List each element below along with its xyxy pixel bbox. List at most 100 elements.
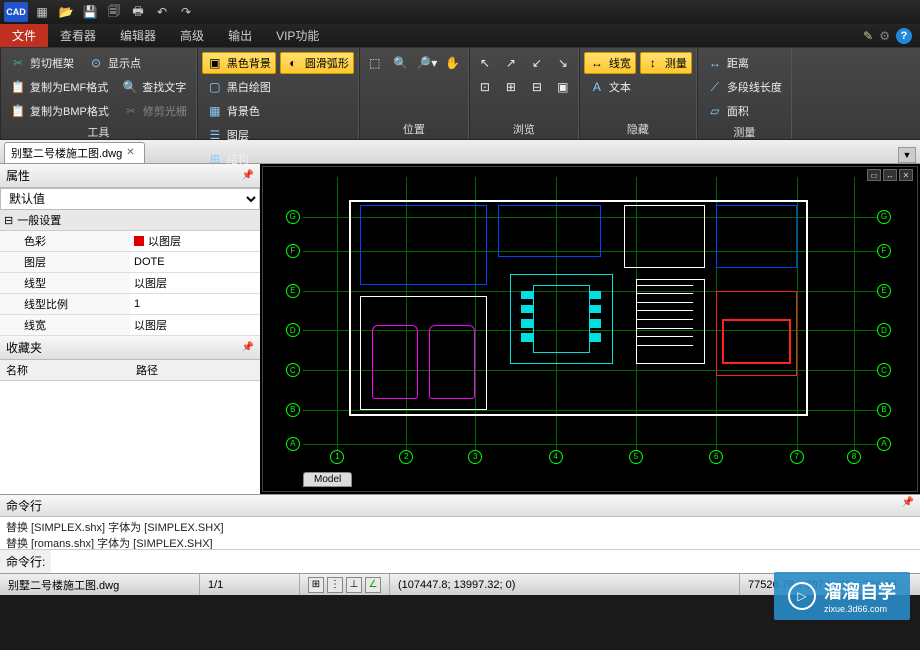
command-panel: 命令行 📌 替换 [SIMPLEX.shx] 字体为 [SIMPLEX.SHX]… (0, 494, 920, 573)
ribbon-button[interactable]: ◐圆滑弧形 (280, 52, 354, 74)
ribbon-button[interactable]: ▣黑色背景 (202, 52, 276, 74)
ribbon-button[interactable]: ▦背景色 (202, 100, 354, 122)
ribbon-button[interactable]: A文本 (584, 76, 692, 98)
new-icon[interactable]: ▦ (32, 2, 52, 22)
redo-icon[interactable]: ↷ (176, 2, 196, 22)
property-row[interactable]: 线型以图层 (0, 273, 260, 294)
favorites-title: 收藏夹 (6, 339, 42, 356)
ribbon-icon-button[interactable]: 🔎▾ (416, 52, 438, 74)
ribbon-button[interactable]: ⟋多段线长度 (702, 76, 787, 98)
document-tab-label: 别墅二号楼施工图.dwg (11, 145, 122, 161)
ribbon-icon-button[interactable]: ✋ (442, 52, 464, 74)
document-tab[interactable]: 别墅二号楼施工图.dwg ✕ (4, 142, 145, 163)
favorites-header: 收藏夹 📌 (0, 336, 260, 360)
snap-icon[interactable]: ∠ (365, 577, 381, 593)
menu-tab-1[interactable]: 查看器 (48, 24, 108, 47)
tabs-dropdown-icon[interactable]: ▼ (898, 147, 916, 163)
ribbon-button[interactable]: ▢黑白绘图 (202, 76, 354, 98)
menu-tab-0[interactable]: 文件 (0, 24, 48, 47)
snap-icon[interactable]: ⊥ (346, 577, 362, 593)
ribbon-group-label: 隐藏 (584, 119, 692, 139)
property-row[interactable]: 线型比例1 (0, 294, 260, 315)
status-snap: ⊞ ⋮ ⊥ ∠ (300, 574, 390, 595)
command-log: 替换 [SIMPLEX.shx] 字体为 [SIMPLEX.SHX]替换 [ro… (0, 517, 920, 549)
play-icon: ▷ (788, 582, 816, 610)
ribbon-icon-button[interactable]: ⬚ (364, 52, 386, 74)
ribbon-icon-button[interactable]: ↗ (500, 52, 522, 74)
canvas-btn-icon[interactable]: ↔ (883, 169, 897, 181)
favorites-panel: 名称 路径 (0, 360, 260, 494)
ribbon-group-label: 测量 (702, 122, 787, 142)
ribbon-button[interactable]: ☰图层 (202, 124, 354, 146)
canvas-btn-icon[interactable]: ✕ (899, 169, 913, 181)
ribbon-button[interactable]: 📋复制为BMP格式 (5, 100, 114, 122)
ribbon-button[interactable]: ↕测量 (640, 52, 692, 74)
ribbon-icon-button[interactable]: ↖ (474, 52, 496, 74)
ribbon-icon-button[interactable]: ⊡ (474, 76, 496, 98)
ribbon-button[interactable]: 📋复制为EMF格式 (5, 76, 113, 98)
ribbon-group-label: 浏览 (474, 119, 574, 139)
status-page: 1/1 (200, 574, 300, 595)
command-header: 命令行 📌 (0, 495, 920, 517)
properties-grid: ⊟ 一般设置 色彩以图层图层DOTE线型以图层线型比例1线宽以图层 (0, 210, 260, 336)
title-bar: CAD ▦ 📂 💾 🗐 🖶 ↶ ↷ (0, 0, 920, 24)
drawing-canvas[interactable]: ▭ ↔ ✕ GGFFEEDDCCBBAA12345678 Model (262, 166, 918, 492)
ribbon: ✂剪切框架⊙显示点📋复制为EMF格式🔍查找文字📋复制为BMP格式✂修剪光栅工具 ▣… (0, 48, 920, 140)
ribbon-icon[interactable]: ✎ (863, 29, 873, 43)
pin-icon[interactable]: 📌 (242, 170, 254, 181)
command-input-row: 命令行: (0, 549, 920, 573)
pin-icon[interactable]: 📌 (902, 497, 914, 514)
ribbon-button: ✂修剪光栅 (118, 100, 192, 122)
property-row[interactable]: 色彩以图层 (0, 231, 260, 252)
ribbon-icon-button[interactable]: ▣ (552, 76, 574, 98)
snap-icon[interactable]: ⋮ (327, 577, 343, 593)
command-prompt: 命令行: (0, 550, 51, 573)
model-tab[interactable]: Model (303, 472, 352, 487)
menu-tab-5[interactable]: VIP功能 (264, 24, 331, 47)
favorites-col-path: 路径 (130, 360, 260, 380)
print-icon[interactable]: 🖶 (128, 2, 148, 22)
ribbon-button[interactable]: ✂剪切框架 (5, 52, 79, 74)
properties-header: 属性 📌 (0, 164, 260, 188)
document-tabs: 别墅二号楼施工图.dwg ✕ ▼ (0, 140, 920, 164)
ribbon-button[interactable]: 🔍查找文字 (117, 76, 191, 98)
workspace: 属性 📌 默认值 ⊟ 一般设置 色彩以图层图层DOTE线型以图层线型比例1线宽以… (0, 164, 920, 494)
ribbon-group-label: 位置 (364, 119, 464, 139)
menu-tab-3[interactable]: 高级 (168, 24, 216, 47)
ribbon-button[interactable]: ⊙显示点 (83, 52, 146, 74)
favorites-columns: 名称 路径 (0, 360, 260, 381)
ribbon-button[interactable]: ▱面积 (702, 100, 787, 122)
settings-icon[interactable]: ⚙ (879, 29, 890, 43)
command-input[interactable] (51, 550, 920, 573)
ribbon-group-label: 工具 (5, 122, 192, 142)
close-tab-icon[interactable]: ✕ (126, 147, 138, 159)
menu-tab-2[interactable]: 编辑器 (108, 24, 168, 47)
favorites-col-name: 名称 (0, 360, 130, 380)
snap-icon[interactable]: ⊞ (308, 577, 324, 593)
ribbon-icon-button[interactable]: 🔍 (390, 52, 412, 74)
ribbon-button[interactable]: ↔距离 (702, 52, 787, 74)
ribbon-icon-button[interactable]: ⊞ (500, 76, 522, 98)
ribbon-icon-button[interactable]: ⊟ (526, 76, 548, 98)
drawing-area: ▭ ↔ ✕ GGFFEEDDCCBBAA12345678 Model (260, 164, 920, 494)
open-icon[interactable]: 📂 (56, 2, 76, 22)
ribbon-icon-button[interactable]: ↙ (526, 52, 548, 74)
watermark: ▷ 溜溜自学 zixue.3d66.com (774, 572, 910, 620)
properties-category[interactable]: ⊟ 一般设置 (0, 210, 260, 231)
save-icon[interactable]: 💾 (80, 2, 100, 22)
undo-icon[interactable]: ↶ (152, 2, 172, 22)
menu-tab-4[interactable]: 输出 (216, 24, 264, 47)
properties-title: 属性 (6, 167, 30, 184)
menu-bar: 文件查看器编辑器高级输出VIP功能 ✎ ⚙ ? (0, 24, 920, 48)
property-row[interactable]: 图层DOTE (0, 252, 260, 273)
pin-icon[interactable]: 📌 (242, 342, 254, 353)
help-icon[interactable]: ? (896, 28, 912, 44)
collapse-icon: ⊟ (4, 214, 13, 227)
ribbon-icon-button[interactable]: ↘ (552, 52, 574, 74)
properties-select[interactable]: 默认值 (0, 188, 260, 210)
ribbon-button[interactable]: ↔线宽 (584, 52, 636, 74)
status-coords: (107447.8; 13997.32; 0) (390, 574, 740, 595)
property-row[interactable]: 线宽以图层 (0, 315, 260, 336)
command-title: 命令行 (6, 497, 42, 514)
saveall-icon[interactable]: 🗐 (104, 2, 124, 22)
